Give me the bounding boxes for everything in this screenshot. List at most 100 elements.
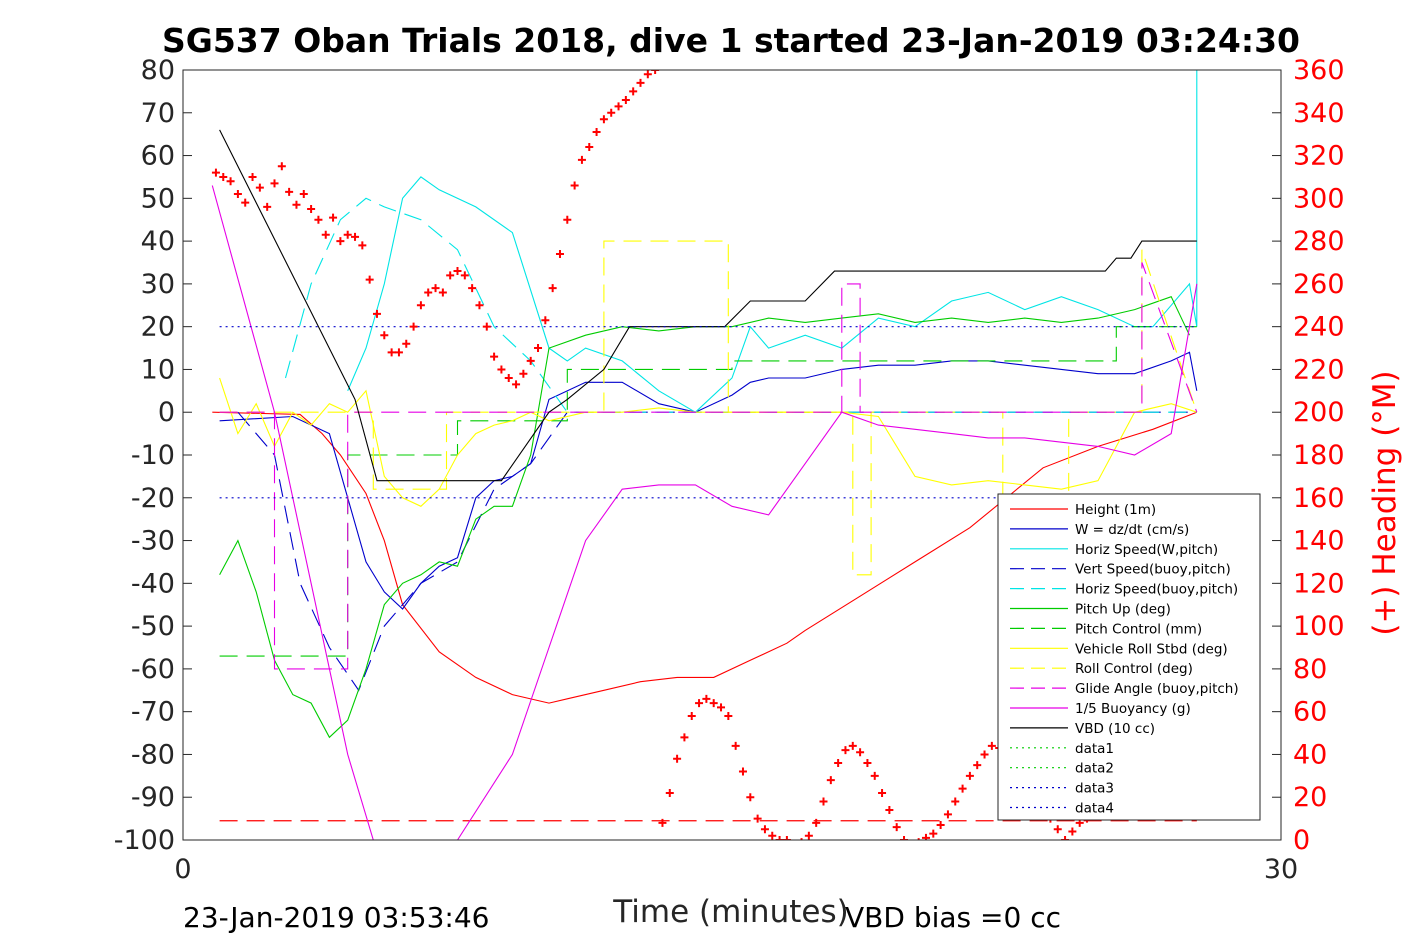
heading-point [570,181,579,190]
heading-point [651,70,660,74]
heading-point [534,344,543,353]
series-line-3 [237,411,1197,692]
heading-point [775,836,784,840]
heading-point [1068,827,1077,836]
footer-timestamp: 23-Jan-2019 03:53:46 [183,901,489,934]
heading-point [526,356,535,365]
legend-label: Glide Angle (buoy,pitch) [1075,681,1239,697]
legend-label: Roll Control (deg) [1075,661,1193,677]
heading-point [585,143,594,151]
heading-point [826,776,835,785]
y2-tick-label: 0 [1293,825,1310,856]
heading-point [263,202,272,211]
chart-title: SG537 Oban Trials 2018, dive 1 started 2… [162,21,1300,60]
heading-point [885,806,894,815]
heading-point [878,788,887,797]
heading-point [285,187,294,196]
y-tick-label: -10 [131,440,175,471]
heading-point [621,95,630,104]
y-tick-label: -90 [131,782,175,813]
y2-tick-label: 340 [1293,98,1345,129]
heading-point [636,78,645,87]
heading-point [394,348,403,357]
heading-point [365,275,374,284]
y-tick-label: 40 [141,226,175,257]
y2-tick-label: 40 [1293,739,1327,770]
heading-point [724,711,733,720]
y2-tick-label: 160 [1293,483,1345,514]
legend-label: VBD (10 cc) [1075,721,1155,737]
heading-point [951,797,960,806]
heading-point [504,374,513,382]
heading-point [746,793,755,802]
heading-point [665,788,674,797]
heading-point [409,322,418,331]
heading-point [482,322,491,331]
series-line-6 [219,326,1197,657]
right-axis: 3603403203002802602402202001801601401201… [1272,55,1345,856]
heading-point [577,155,586,164]
heading-point [299,190,308,199]
heading-point [343,230,352,239]
heading-point [372,309,381,318]
heading-point [841,746,850,755]
y-tick-label: 30 [141,269,175,300]
heading-point [673,754,682,763]
heading-point [965,771,974,780]
heading-point [519,369,528,378]
heading-point [702,694,711,703]
legend-label: Horiz Speed(buoy,pitch) [1075,582,1238,598]
heading-point [438,288,447,297]
heading-point [402,339,411,348]
heading-point [270,179,279,188]
legend-label: Pitch Up (deg) [1075,602,1171,618]
heading-point [870,771,879,780]
y2-tick-label: 220 [1293,354,1345,385]
heading-point [614,102,623,111]
series-line-2 [347,70,1198,413]
y-tick-label: -80 [131,739,175,770]
legend-label: data2 [1075,761,1114,777]
heading-point [900,836,909,840]
legend-label: Pitch Control (mm) [1075,621,1202,637]
heading-point [453,267,462,276]
heading-point [987,741,996,750]
y-tick-label: 20 [141,312,175,343]
legend-label: data3 [1075,781,1114,797]
x-tick-label: 0 [174,854,191,885]
heading-point [731,741,740,750]
heading-point [973,761,982,770]
heading-point [241,198,250,207]
y2-tick-label: 320 [1293,141,1345,172]
heading-point [812,818,821,827]
heading-point [709,699,718,708]
series-layer [211,70,1198,840]
y-tick-label: -50 [131,611,175,642]
heading-point [555,249,564,258]
heading-point [629,87,638,96]
heading-point [460,271,469,280]
heading-point [211,168,220,177]
heading-point [387,348,396,357]
y-tick-label: 0 [158,397,175,428]
series-line-11 [219,129,1197,482]
heading-point [497,365,506,374]
heading-point [292,200,301,209]
y-tick-label: 80 [141,55,175,86]
heading-point [856,748,865,757]
legend-label: data1 [1075,741,1114,757]
y2-tick-label: 200 [1293,397,1345,428]
heading-point [958,784,967,793]
heading-point [607,108,616,117]
left-axis: 80 70 60 50 40 30 20 10 0 -10 -20 -30 -40 -50 -60 -70 -8… [114,55,192,856]
heading-point [329,213,338,222]
legend-label: Vert Speed(buoy,pitch) [1075,562,1231,578]
heading-point [512,380,521,389]
heading-point [804,831,813,840]
series-line-10 [211,185,1198,840]
heading-point [358,241,367,250]
y2-tick-label: 20 [1293,782,1327,813]
y2-tick-label: 280 [1293,226,1345,257]
legend-label: Horiz Speed(W,pitch) [1075,542,1218,558]
